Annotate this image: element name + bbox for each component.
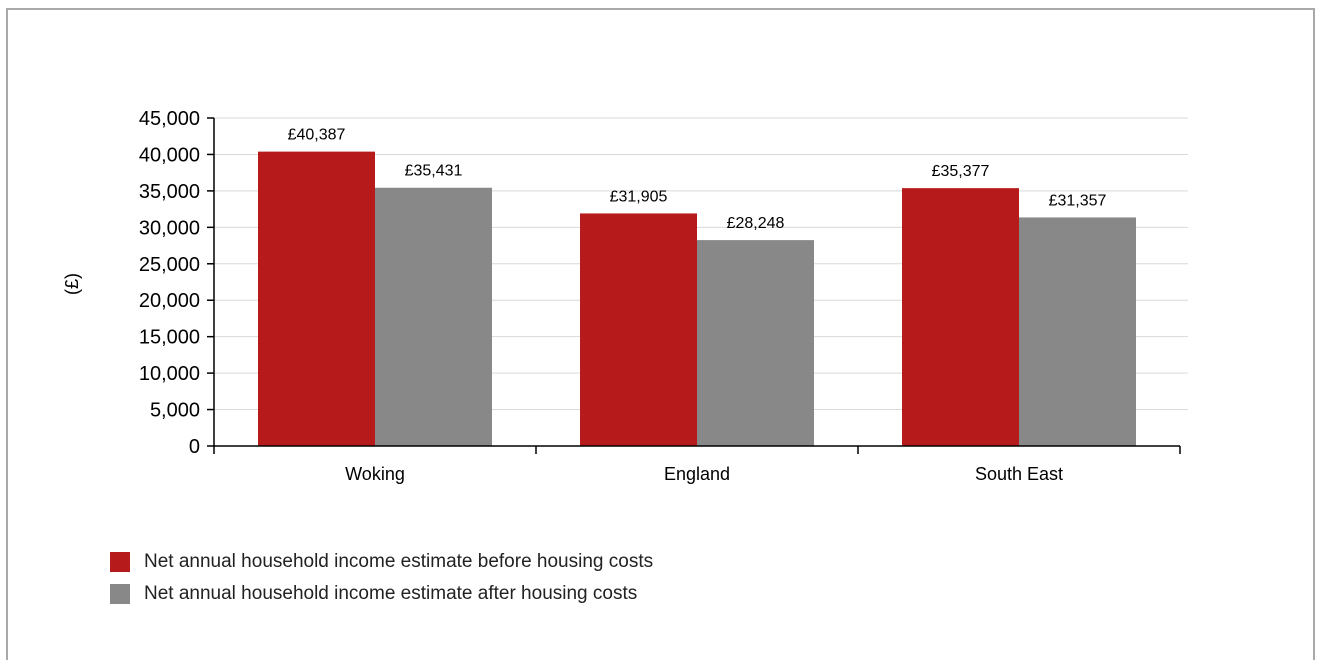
axes [207,117,1181,454]
y-tick-label: 35,000 [139,181,200,203]
legend-swatch-after-housing [110,584,130,604]
y-tick-label: 25,000 [139,254,200,276]
y-tick-label: 20,000 [139,290,200,312]
bar [1019,217,1136,446]
x-category-label: England [664,464,730,484]
y-tick-label: 10,000 [139,363,200,385]
y-tick-label: 40,000 [139,144,200,166]
data-label: £35,431 [405,163,463,180]
y-tick-label: 0 [189,436,200,458]
x-category-label: Woking [345,464,405,484]
data-label: £40,387 [288,127,346,144]
bar [580,213,697,446]
data-label: £31,905 [610,188,668,205]
legend-label-after-housing: Net annual household income estimate aft… [144,583,638,604]
labels: 0 5,000 10,000 15,000 20,000 25,000 30,000 35,0… [139,108,1107,484]
bars [258,151,1136,446]
data-label: £35,377 [932,163,990,180]
data-label: £31,357 [1049,192,1107,209]
legend-item-after-housing: Net annual household income estimate aft… [110,578,653,610]
y-tick-label: 30,000 [139,217,200,239]
bar [902,188,1019,446]
bar [258,151,375,446]
y-tick-label: 45,000 [139,108,200,130]
legend: Net annual household income estimate bef… [110,546,653,610]
legend-item-before-housing: Net annual household income estimate bef… [110,546,653,578]
legend-label-before-housing: Net annual household income estimate bef… [144,551,654,572]
bar [375,187,492,446]
bar [697,240,814,446]
y-axis-title: (£) [62,273,82,295]
legend-swatch-before-housing [110,552,130,572]
y-tick-label: 15,000 [139,327,200,349]
data-label: £28,248 [727,215,785,232]
y-tick-label: 5,000 [150,400,200,422]
x-category-label: South East [975,464,1063,484]
